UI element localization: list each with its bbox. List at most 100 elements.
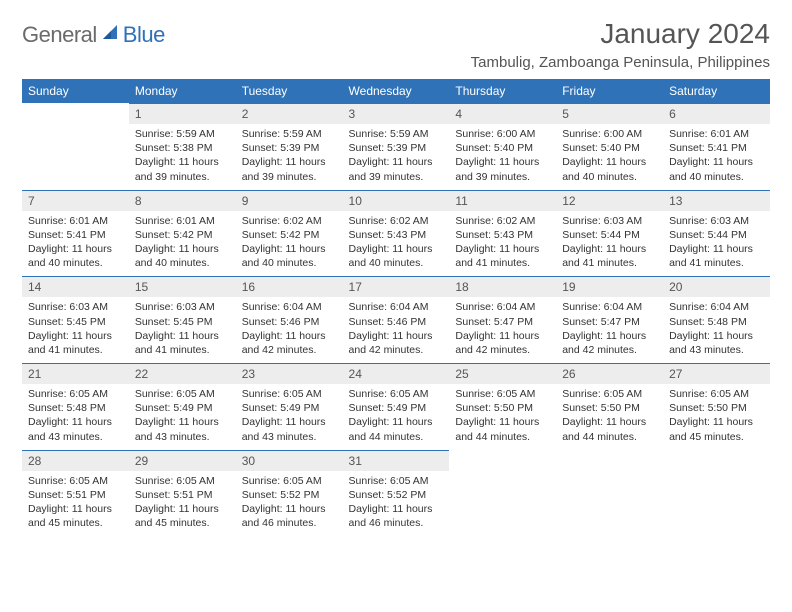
- day-body: Sunrise: 6:05 AMSunset: 5:51 PMDaylight:…: [129, 471, 236, 537]
- sunset-text: Sunset: 5:41 PM: [28, 228, 123, 242]
- sunrise-text: Sunrise: 6:05 AM: [349, 474, 444, 488]
- calendar-cell: 20Sunrise: 6:04 AMSunset: 5:48 PMDayligh…: [663, 276, 770, 363]
- calendar-cell: 30Sunrise: 6:05 AMSunset: 5:52 PMDayligh…: [236, 450, 343, 537]
- day-number: 21: [22, 363, 129, 384]
- day-body: Sunrise: 6:05 AMSunset: 5:49 PMDaylight:…: [343, 384, 450, 450]
- daylight-text: Daylight: 11 hours and 39 minutes.: [242, 155, 337, 183]
- sunset-text: Sunset: 5:40 PM: [562, 141, 657, 155]
- calendar-cell: 31Sunrise: 6:05 AMSunset: 5:52 PMDayligh…: [343, 450, 450, 537]
- weekday-header: Tuesday: [236, 79, 343, 103]
- day-body: Sunrise: 6:03 AMSunset: 5:45 PMDaylight:…: [129, 297, 236, 363]
- day-body: Sunrise: 6:01 AMSunset: 5:42 PMDaylight:…: [129, 211, 236, 277]
- sunset-text: Sunset: 5:49 PM: [349, 401, 444, 415]
- calendar-cell: 8Sunrise: 6:01 AMSunset: 5:42 PMDaylight…: [129, 190, 236, 277]
- day-body: Sunrise: 6:05 AMSunset: 5:48 PMDaylight:…: [22, 384, 129, 450]
- day-number: 12: [556, 190, 663, 211]
- sunset-text: Sunset: 5:46 PM: [349, 315, 444, 329]
- calendar-cell: 28Sunrise: 6:05 AMSunset: 5:51 PMDayligh…: [22, 450, 129, 537]
- daylight-text: Daylight: 11 hours and 43 minutes.: [669, 329, 764, 357]
- weekday-row: SundayMondayTuesdayWednesdayThursdayFrid…: [22, 79, 770, 103]
- daylight-text: Daylight: 11 hours and 45 minutes.: [28, 502, 123, 530]
- day-number: 15: [129, 276, 236, 297]
- calendar-cell: 21Sunrise: 6:05 AMSunset: 5:48 PMDayligh…: [22, 363, 129, 450]
- sunrise-text: Sunrise: 6:05 AM: [455, 387, 550, 401]
- day-body: Sunrise: 6:05 AMSunset: 5:52 PMDaylight:…: [343, 471, 450, 537]
- sunrise-text: Sunrise: 6:05 AM: [349, 387, 444, 401]
- daylight-text: Daylight: 11 hours and 44 minutes.: [562, 415, 657, 443]
- day-number: 11: [449, 190, 556, 211]
- day-number: 29: [129, 450, 236, 471]
- calendar-cell: 17Sunrise: 6:04 AMSunset: 5:46 PMDayligh…: [343, 276, 450, 363]
- sunset-text: Sunset: 5:47 PM: [562, 315, 657, 329]
- day-number: 7: [22, 190, 129, 211]
- day-number: 20: [663, 276, 770, 297]
- calendar-cell: [449, 450, 556, 537]
- calendar-cell: 18Sunrise: 6:04 AMSunset: 5:47 PMDayligh…: [449, 276, 556, 363]
- daylight-text: Daylight: 11 hours and 40 minutes.: [28, 242, 123, 270]
- day-body: Sunrise: 6:05 AMSunset: 5:50 PMDaylight:…: [449, 384, 556, 450]
- daylight-text: Daylight: 11 hours and 40 minutes.: [562, 155, 657, 183]
- sunset-text: Sunset: 5:39 PM: [349, 141, 444, 155]
- day-number: 17: [343, 276, 450, 297]
- day-body: Sunrise: 5:59 AMSunset: 5:38 PMDaylight:…: [129, 124, 236, 190]
- sunset-text: Sunset: 5:50 PM: [455, 401, 550, 415]
- sunset-text: Sunset: 5:42 PM: [135, 228, 230, 242]
- calendar-cell: 13Sunrise: 6:03 AMSunset: 5:44 PMDayligh…: [663, 190, 770, 277]
- calendar-week: 7Sunrise: 6:01 AMSunset: 5:41 PMDaylight…: [22, 190, 770, 277]
- calendar-week: 28Sunrise: 6:05 AMSunset: 5:51 PMDayligh…: [22, 450, 770, 537]
- title-block: January 2024 Tambulig, Zamboanga Peninsu…: [471, 18, 770, 71]
- sunset-text: Sunset: 5:39 PM: [242, 141, 337, 155]
- brand-logo: General Blue: [22, 18, 165, 48]
- sunset-text: Sunset: 5:49 PM: [242, 401, 337, 415]
- sunrise-text: Sunrise: 6:04 AM: [455, 300, 550, 314]
- day-body: Sunrise: 5:59 AMSunset: 5:39 PMDaylight:…: [236, 124, 343, 190]
- day-number: 19: [556, 276, 663, 297]
- sunrise-text: Sunrise: 5:59 AM: [242, 127, 337, 141]
- day-body: Sunrise: 6:01 AMSunset: 5:41 PMDaylight:…: [22, 211, 129, 277]
- sunrise-text: Sunrise: 6:05 AM: [28, 474, 123, 488]
- sunrise-text: Sunrise: 6:02 AM: [455, 214, 550, 228]
- sunrise-text: Sunrise: 6:05 AM: [28, 387, 123, 401]
- day-body: Sunrise: 6:04 AMSunset: 5:47 PMDaylight:…: [449, 297, 556, 363]
- calendar-cell: 27Sunrise: 6:05 AMSunset: 5:50 PMDayligh…: [663, 363, 770, 450]
- sunset-text: Sunset: 5:44 PM: [669, 228, 764, 242]
- day-body: Sunrise: 6:02 AMSunset: 5:43 PMDaylight:…: [449, 211, 556, 277]
- day-number: 28: [22, 450, 129, 471]
- weekday-header: Friday: [556, 79, 663, 103]
- sunset-text: Sunset: 5:44 PM: [562, 228, 657, 242]
- calendar-cell: 24Sunrise: 6:05 AMSunset: 5:49 PMDayligh…: [343, 363, 450, 450]
- sunset-text: Sunset: 5:48 PM: [669, 315, 764, 329]
- sunrise-text: Sunrise: 6:03 AM: [669, 214, 764, 228]
- calendar-cell: 6Sunrise: 6:01 AMSunset: 5:41 PMDaylight…: [663, 103, 770, 190]
- calendar-cell: 16Sunrise: 6:04 AMSunset: 5:46 PMDayligh…: [236, 276, 343, 363]
- day-number: 23: [236, 363, 343, 384]
- day-number: 24: [343, 363, 450, 384]
- sunset-text: Sunset: 5:48 PM: [28, 401, 123, 415]
- calendar-cell: 22Sunrise: 6:05 AMSunset: 5:49 PMDayligh…: [129, 363, 236, 450]
- day-body: Sunrise: 6:05 AMSunset: 5:50 PMDaylight:…: [663, 384, 770, 450]
- sunrise-text: Sunrise: 6:00 AM: [562, 127, 657, 141]
- calendar-cell: 9Sunrise: 6:02 AMSunset: 5:42 PMDaylight…: [236, 190, 343, 277]
- calendar-week: 1Sunrise: 5:59 AMSunset: 5:38 PMDaylight…: [22, 103, 770, 190]
- day-body: Sunrise: 6:04 AMSunset: 5:46 PMDaylight:…: [343, 297, 450, 363]
- sunset-text: Sunset: 5:51 PM: [135, 488, 230, 502]
- sunset-text: Sunset: 5:47 PM: [455, 315, 550, 329]
- daylight-text: Daylight: 11 hours and 42 minutes.: [455, 329, 550, 357]
- calendar-cell: 5Sunrise: 6:00 AMSunset: 5:40 PMDaylight…: [556, 103, 663, 190]
- sunrise-text: Sunrise: 6:01 AM: [669, 127, 764, 141]
- sunrise-text: Sunrise: 6:02 AM: [349, 214, 444, 228]
- calendar-cell: 10Sunrise: 6:02 AMSunset: 5:43 PMDayligh…: [343, 190, 450, 277]
- day-number: 6: [663, 103, 770, 124]
- daylight-text: Daylight: 11 hours and 41 minutes.: [669, 242, 764, 270]
- day-body: Sunrise: 5:59 AMSunset: 5:39 PMDaylight:…: [343, 124, 450, 190]
- day-number: 16: [236, 276, 343, 297]
- day-body: Sunrise: 6:05 AMSunset: 5:51 PMDaylight:…: [22, 471, 129, 537]
- day-number: 26: [556, 363, 663, 384]
- day-body: Sunrise: 6:00 AMSunset: 5:40 PMDaylight:…: [449, 124, 556, 190]
- daylight-text: Daylight: 11 hours and 39 minutes.: [135, 155, 230, 183]
- sunrise-text: Sunrise: 6:02 AM: [242, 214, 337, 228]
- daylight-text: Daylight: 11 hours and 40 minutes.: [242, 242, 337, 270]
- sunset-text: Sunset: 5:49 PM: [135, 401, 230, 415]
- location-text: Tambulig, Zamboanga Peninsula, Philippin…: [471, 54, 770, 71]
- weekday-header: Monday: [129, 79, 236, 103]
